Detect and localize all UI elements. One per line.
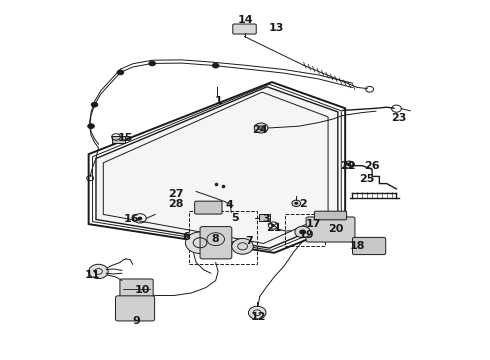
FancyBboxPatch shape [315,211,346,220]
FancyBboxPatch shape [233,24,256,34]
Text: 8: 8 [212,234,220,244]
Text: 16: 16 [124,215,140,224]
Text: 22: 22 [340,161,355,171]
FancyBboxPatch shape [352,237,386,255]
Text: 21: 21 [267,223,282,233]
Text: 5: 5 [231,213,239,223]
Circle shape [271,224,275,227]
Circle shape [149,61,156,66]
FancyBboxPatch shape [195,201,222,214]
Text: 20: 20 [328,225,343,234]
Circle shape [212,63,219,68]
Circle shape [347,163,351,166]
Circle shape [295,226,311,238]
Circle shape [254,123,268,133]
Text: 3: 3 [262,214,270,224]
Circle shape [117,70,124,75]
Text: 28: 28 [168,199,183,210]
Text: 13: 13 [269,23,285,33]
Circle shape [294,202,298,205]
Text: 10: 10 [135,285,150,296]
FancyBboxPatch shape [116,296,155,321]
Text: 11: 11 [85,270,100,280]
FancyBboxPatch shape [306,217,355,242]
FancyBboxPatch shape [120,279,153,299]
Circle shape [88,124,95,129]
Text: 12: 12 [251,312,267,322]
FancyBboxPatch shape [112,135,125,143]
Text: 24: 24 [252,125,268,135]
Text: 6: 6 [182,232,190,242]
Circle shape [292,200,301,207]
Text: 23: 23 [391,113,407,123]
Text: 19: 19 [299,230,315,239]
Circle shape [248,306,266,319]
Text: 26: 26 [364,161,380,171]
Circle shape [185,232,215,253]
Text: 27: 27 [168,189,183,199]
Circle shape [91,102,98,107]
Circle shape [232,238,253,254]
Polygon shape [96,87,338,248]
Text: 9: 9 [133,316,141,325]
Circle shape [89,264,108,279]
Text: 2: 2 [299,199,307,210]
Text: 4: 4 [225,200,233,210]
Text: 14: 14 [237,15,253,26]
Text: 18: 18 [350,241,365,251]
FancyBboxPatch shape [200,226,232,259]
Text: 7: 7 [245,236,253,246]
Circle shape [138,217,143,220]
Circle shape [299,229,306,234]
FancyBboxPatch shape [259,215,270,221]
Text: 25: 25 [360,174,375,184]
Circle shape [258,126,264,130]
Text: 1: 1 [214,96,222,106]
Text: 17: 17 [306,220,321,229]
Text: 15: 15 [118,133,133,143]
